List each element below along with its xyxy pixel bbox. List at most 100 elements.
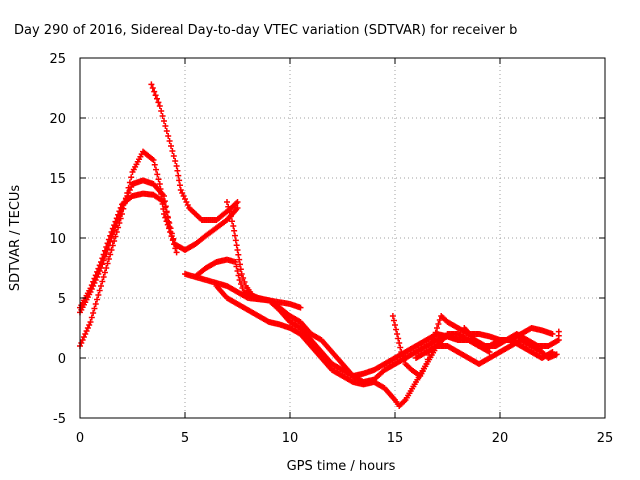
- data-marker: [107, 232, 114, 239]
- data-marker: [234, 247, 241, 253]
- data-marker: [151, 161, 158, 168]
- series-arc-9: [389, 313, 556, 379]
- data-marker: [435, 321, 442, 327]
- data-marker: [297, 304, 304, 311]
- data-marker: [96, 287, 103, 294]
- data-marker: [100, 274, 107, 280]
- data-marker: [104, 260, 111, 267]
- data-marker: [234, 268, 241, 274]
- series-arc-11: [461, 325, 562, 349]
- data-marker: [486, 349, 493, 355]
- data-marker: [165, 133, 172, 139]
- data-marker: [90, 278, 97, 285]
- data-marker: [119, 211, 125, 217]
- data-marker: [151, 88, 158, 95]
- axis-ticks: 0 5 10 15 20 25 -5 0 5 10 15 20 25: [49, 52, 613, 446]
- data-marker: [398, 349, 405, 355]
- x-tick-label: 0: [76, 431, 84, 446]
- data-marker: [124, 190, 131, 196]
- data-marker: [116, 220, 123, 226]
- data-marker: [231, 232, 238, 239]
- y-tick-label: 10: [49, 232, 66, 247]
- data-marker: [154, 95, 160, 102]
- data-marker: [107, 251, 114, 258]
- data-marker: [396, 340, 403, 346]
- data-marker: [172, 158, 179, 164]
- data-marker: [159, 113, 166, 119]
- data-marker: [111, 222, 118, 229]
- data-marker: [105, 236, 112, 243]
- data-marker: [149, 85, 156, 91]
- data-marker: [237, 261, 244, 268]
- data-marker: [117, 215, 124, 222]
- y-tick-label: 5: [58, 292, 66, 307]
- data-marker: [232, 237, 239, 244]
- data-marker: [96, 262, 103, 269]
- data-marker: [163, 128, 170, 134]
- data-marker: [87, 319, 94, 325]
- data-marker: [431, 334, 438, 340]
- data-marker: [232, 259, 239, 265]
- data-marker: [226, 208, 233, 215]
- data-marker: [168, 143, 174, 149]
- data-marker: [156, 103, 163, 109]
- data-marker: [161, 118, 167, 124]
- data-marker: [94, 268, 101, 275]
- chart-title: Day 290 of 2016, Sidereal Day-to-day VTE…: [14, 23, 517, 38]
- data-marker: [163, 218, 170, 225]
- data-marker: [98, 259, 104, 265]
- data-marker: [101, 247, 108, 254]
- data-marker: [88, 314, 95, 321]
- data-marker: [230, 223, 237, 229]
- data-marker: [233, 263, 240, 270]
- x-axis-label: GPS time / hours: [287, 459, 396, 474]
- data-markers: [77, 81, 562, 409]
- data-marker: [236, 277, 243, 283]
- data-marker: [113, 229, 120, 235]
- data-marker: [95, 292, 102, 298]
- data-marker: [393, 326, 400, 333]
- x-tick-label: 20: [492, 431, 509, 446]
- data-marker: [174, 167, 181, 174]
- data-marker: [92, 272, 99, 279]
- data-marker: [88, 282, 95, 289]
- data-marker: [389, 313, 396, 319]
- data-marker: [235, 251, 242, 258]
- data-marker: [434, 325, 440, 331]
- data-marker: [152, 92, 159, 99]
- data-marker: [234, 199, 241, 205]
- data-marker: [103, 244, 110, 250]
- data-marker: [233, 242, 240, 249]
- data-marker: [390, 317, 397, 324]
- data-marker: [120, 205, 127, 212]
- data-marker: [176, 182, 183, 189]
- series-arc-4: [148, 81, 241, 223]
- data-marker: [101, 269, 108, 276]
- data-marker: [108, 229, 115, 235]
- data-marker: [423, 361, 430, 367]
- data-marker: [397, 344, 404, 351]
- y-tick-label: 15: [49, 172, 66, 187]
- data-marker: [229, 218, 236, 225]
- data-marker: [424, 356, 431, 363]
- data-marker: [155, 176, 162, 183]
- x-tick-label: 25: [597, 431, 614, 446]
- data-marker: [125, 184, 132, 191]
- data-marker: [166, 138, 173, 144]
- series-arc-10: [413, 337, 560, 367]
- data-marker: [94, 296, 101, 303]
- data-marker: [170, 237, 177, 243]
- data-marker: [99, 278, 106, 285]
- data-marker: [91, 305, 98, 312]
- data-marker: [104, 240, 111, 247]
- data-marker: [161, 211, 167, 217]
- data-marker: [401, 357, 408, 363]
- data-marker: [225, 203, 232, 210]
- data-marker: [109, 225, 116, 232]
- data-marker: [103, 265, 110, 271]
- data-marker: [238, 281, 244, 287]
- data-marker: [238, 271, 245, 277]
- data-marker: [148, 81, 155, 88]
- data-marker: [121, 200, 128, 207]
- data-marker: [92, 301, 99, 307]
